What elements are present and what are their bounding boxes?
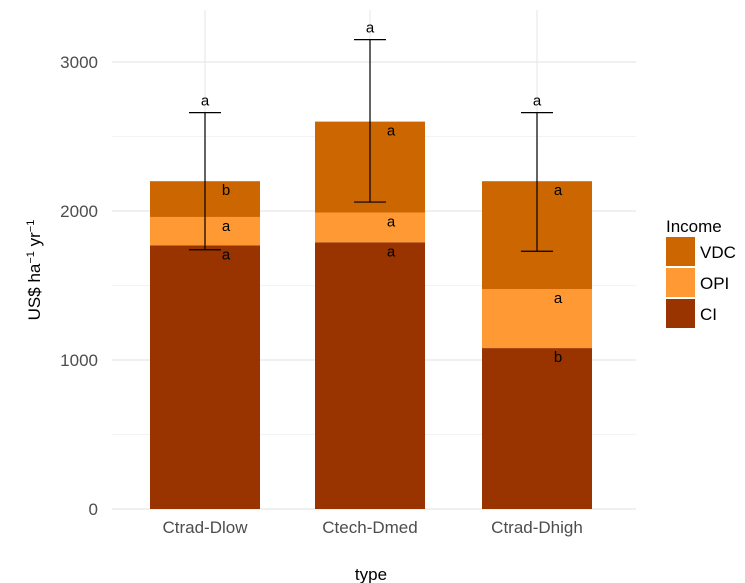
legend-swatch-ci: [666, 299, 695, 328]
y-tick-label: 0: [89, 500, 98, 519]
legend-label-vdc: VDC: [700, 243, 736, 262]
legend: Income VDC OPI CI: [666, 217, 736, 328]
x-axis-ticks: Ctrad-Dlow Ctech-Dmed Ctrad-Dhigh: [162, 518, 582, 537]
segment-letter: a: [554, 182, 563, 199]
segment-letter: a: [222, 246, 231, 263]
legend-title: Income: [666, 217, 722, 236]
y-tick-label: 1000: [60, 351, 98, 370]
legend-swatch-vdc: [666, 237, 695, 266]
segment-letter: a: [387, 213, 396, 230]
bar-segment-opi: [482, 289, 592, 349]
segment-letter: b: [554, 349, 562, 366]
y-tick-label: 2000: [60, 202, 98, 221]
bar-segment-ci: [315, 242, 425, 510]
y-axis-title: US$ ha−1 yr−1: [25, 220, 44, 321]
total-letter: a: [201, 93, 210, 110]
bar-segment-opi: [315, 212, 425, 243]
error-bars: a a a: [189, 20, 553, 252]
segment-letter: b: [222, 182, 230, 199]
legend-label-ci: CI: [700, 305, 717, 324]
bar-segment-ci: [482, 348, 592, 509]
x-tick-label: Ctrad-Dhigh: [491, 518, 583, 537]
segment-letter: a: [554, 290, 563, 307]
x-tick-label: Ctrad-Dlow: [162, 518, 248, 537]
x-axis-title: type: [355, 565, 387, 583]
bars: [150, 121, 592, 510]
legend-label-opi: OPI: [700, 274, 729, 293]
segment-letter: a: [387, 123, 396, 140]
total-letter: a: [533, 93, 542, 110]
total-letter: a: [366, 20, 375, 37]
segment-letter: a: [387, 243, 396, 260]
y-tick-label: 3000: [60, 53, 98, 72]
y-axis-ticks: 0 1000 2000 3000: [60, 53, 98, 519]
segment-letter: a: [222, 218, 231, 235]
x-tick-label: Ctech-Dmed: [322, 518, 417, 537]
legend-swatch-opi: [666, 268, 695, 297]
bar-segment-ci: [150, 245, 260, 509]
